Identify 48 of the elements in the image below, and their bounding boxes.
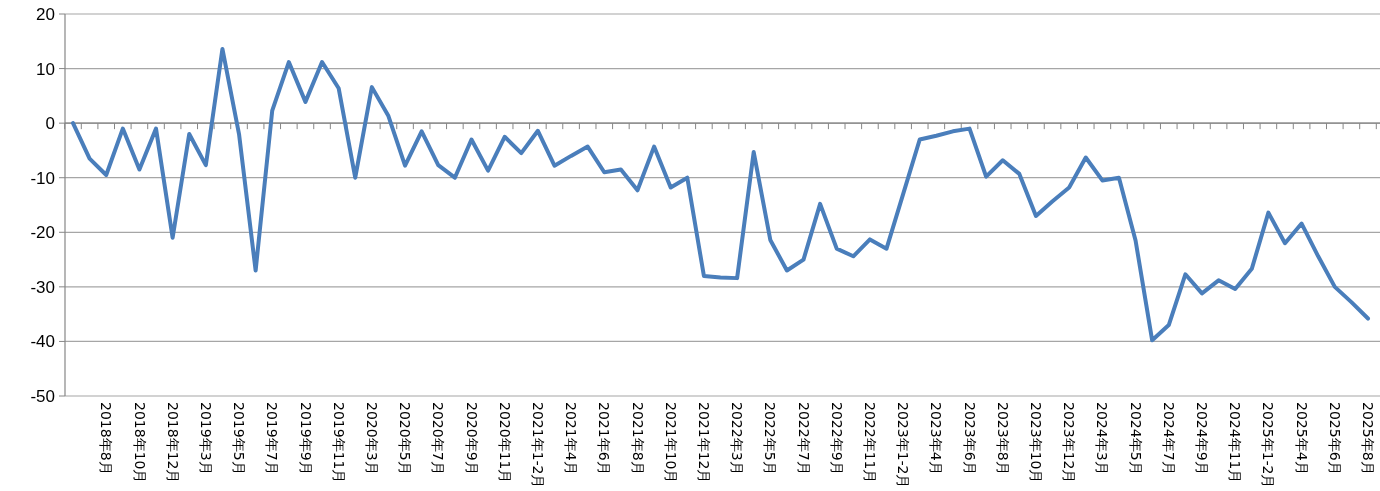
x-tick-label: 2021年4月 [563,402,580,475]
y-tick-label: -30 [30,277,55,297]
y-tick-label: -50 [30,386,55,406]
x-tick-label: 2024年5月 [1127,402,1144,475]
line-series [71,46,1370,343]
x-tick-label: 2024年9月 [1194,402,1211,475]
x-tick-label: 2022年9月 [828,402,845,475]
x-tick-label: 2021年6月 [596,402,613,475]
x-tick-label: 2020年5月 [397,402,414,475]
y-tick-label: -20 [30,223,55,243]
x-tick-label: 2022年7月 [795,402,812,475]
x-tick-label: 2022年11月 [862,402,879,484]
y-tick-label: 20 [36,4,55,24]
x-tick-label: 2023年1-2月 [895,402,912,489]
y-tick-label: 0 [45,114,55,134]
x-tick-label: 2021年12月 [696,402,712,484]
x-tick-label: 2019年5月 [231,402,248,475]
x-tick-label: 2022年3月 [729,402,746,475]
y-tick-label: -10 [30,168,55,188]
x-tick-label: 2018年12月 [164,402,181,484]
y-tick-label: 10 [36,59,55,79]
x-tick-label: 2024年11月 [1227,402,1244,484]
x-tick-label: 2020年3月 [363,402,380,475]
x-tick-label: 2019年9月 [297,402,314,475]
y-tick-label: -40 [30,332,55,352]
x-tick-label: 2018年10月 [131,402,148,484]
x-tick-label: 2021年8月 [629,402,646,475]
x-tick-label: 2020年11月 [496,402,513,484]
x-tick-label: 2020年7月 [430,402,447,475]
x-tick-label: 2021年10月 [662,402,679,484]
x-tick-label: 2024年3月 [1094,402,1111,475]
x-tick-label: 2023年12月 [1061,402,1078,484]
x-tick-label: 2019年3月 [197,402,214,475]
x-tick-label: 2025年8月 [1360,402,1377,475]
x-tick-label: 2020年9月 [463,402,480,475]
x-tick-label: 2018年8月 [98,402,115,475]
x-tick-label: 2023年6月 [961,402,978,475]
x-tick-label: 2025年4月 [1293,402,1310,475]
x-tick-label: 2019年11月 [330,402,347,484]
x-tick-label: 2023年8月 [994,402,1011,475]
x-tick-label: 2019年7月 [264,402,281,475]
x-tick-label: 2024年7月 [1160,402,1177,475]
x-tick-label: 2023年4月 [928,402,945,475]
x-tick-label: 2022年5月 [762,402,779,475]
x-tick-label: 2025年6月 [1326,402,1343,475]
x-tick-label: 2023年10月 [1028,402,1045,484]
x-tick-label: 2025年1-2月 [1260,402,1277,489]
x-tick-label: 2021年1-2月 [529,402,546,489]
